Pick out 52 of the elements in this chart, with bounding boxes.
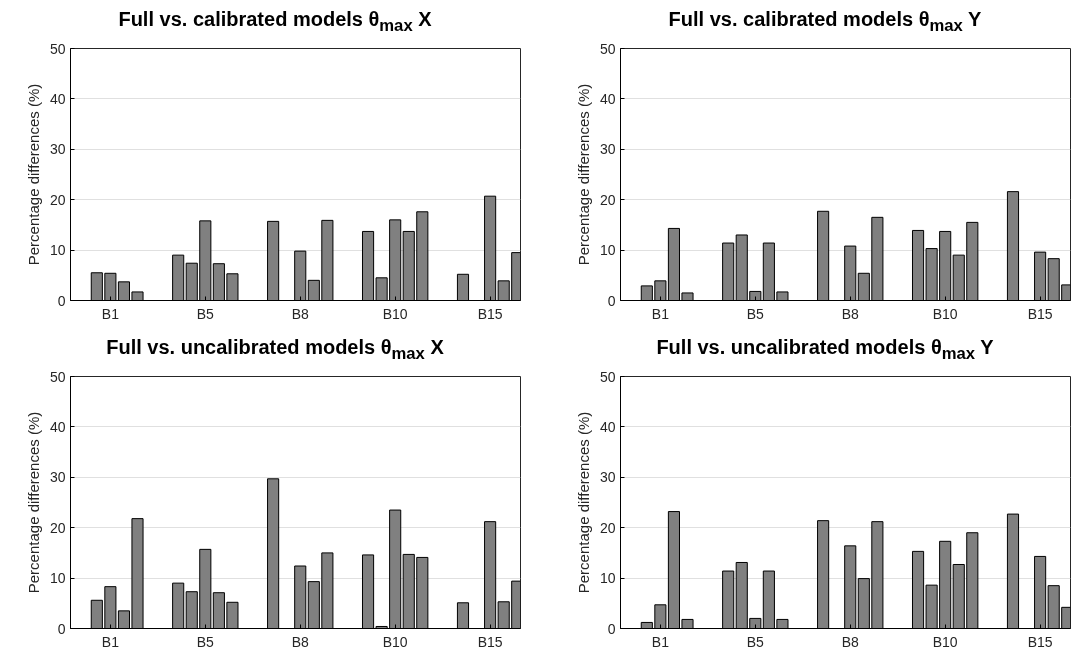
y-tick-label: 40: [599, 418, 616, 435]
x-tick-label: B8: [841, 305, 860, 322]
chart-title: Full vs. uncalibrated models θ$_{max}$ Y: [655, 335, 995, 365]
y-tick-label: 30: [49, 469, 66, 486]
y-tick-label: 10: [599, 570, 616, 587]
x-tick-label: B1: [101, 633, 120, 650]
x-tick-label: B5: [196, 633, 215, 650]
y-tick-label: 0: [57, 620, 66, 637]
x-tick-label: B15: [1027, 633, 1053, 650]
y-tick-label: 30: [599, 469, 616, 486]
y-axis-title: Percentage differences (%): [574, 411, 592, 594]
x-tick-label: B8: [291, 633, 310, 650]
x-tick-label: B5: [196, 305, 215, 322]
y-tick-label: 10: [49, 570, 66, 587]
y-tick-label: 10: [49, 242, 66, 259]
y-tick-label: 30: [599, 141, 616, 158]
x-tick-label: B15: [477, 305, 503, 322]
x-tick-label: B8: [841, 633, 860, 650]
x-tick-label: B1: [101, 305, 120, 322]
x-tick-label: B1: [651, 305, 670, 322]
y-tick-label: 40: [49, 418, 66, 435]
x-tick-label: B15: [1027, 305, 1053, 322]
x-tick-label: B8: [291, 305, 310, 322]
y-tick-label: 30: [49, 141, 66, 158]
y-tick-label: 50: [599, 40, 616, 57]
y-tick-label: 0: [57, 292, 66, 309]
chart-title: Full vs. calibrated models θ$_{max}$ X: [117, 7, 433, 37]
x-tick-label: B5: [746, 305, 765, 322]
x-tick-label: B10: [382, 633, 408, 650]
y-tick-label: 50: [49, 40, 66, 57]
y-tick-label: 50: [49, 368, 66, 385]
y-tick-label: 40: [49, 90, 66, 107]
y-axis-title: Percentage differences (%): [574, 83, 592, 266]
y-tick-label: 40: [599, 90, 616, 107]
y-tick-label: 20: [599, 519, 616, 536]
x-tick-label: B5: [746, 633, 765, 650]
y-axis-title: Percentage differences (%): [24, 83, 42, 266]
y-tick-label: 0: [607, 620, 616, 637]
x-tick-label: B15: [477, 633, 503, 650]
chart-title: Full vs. calibrated models θ$_{max}$ Y: [667, 7, 983, 37]
chart-title: Full vs. uncalibrated models θ$_{max}$ X: [105, 335, 445, 365]
x-tick-label: B1: [651, 633, 670, 650]
y-tick-label: 50: [599, 368, 616, 385]
y-tick-label: 20: [599, 191, 616, 208]
y-tick-label: 20: [49, 191, 66, 208]
x-tick-label: B10: [932, 305, 958, 322]
x-tick-label: B10: [932, 633, 958, 650]
y-tick-label: 20: [49, 519, 66, 536]
y-tick-label: 10: [599, 242, 616, 259]
y-axis-title: Percentage differences (%): [24, 411, 42, 594]
x-tick-label: B10: [382, 305, 408, 322]
y-tick-label: 0: [607, 292, 616, 309]
